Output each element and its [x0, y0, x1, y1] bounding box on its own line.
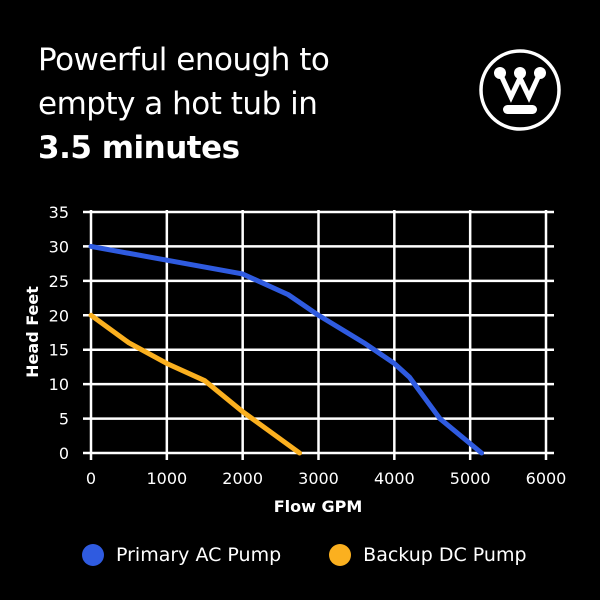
y-tick-label: 5	[59, 410, 69, 429]
y-tick-label: 0	[59, 444, 69, 463]
legend-swatch-backup	[329, 544, 352, 566]
y-tick-label: 10	[49, 375, 69, 394]
x-tick-label: 6000	[526, 469, 567, 488]
x-tick-label: 5000	[450, 469, 491, 488]
legend-item-backup: Backup DC Pump	[329, 544, 527, 566]
series-line-primary-ac-pump	[88, 243, 485, 456]
x-tick-label: 1000	[146, 469, 187, 488]
y-tick-label: 20	[49, 306, 69, 325]
legend: Primary AC Pump Backup DC Pump	[82, 544, 527, 566]
y-tick-label: 15	[49, 341, 69, 360]
x-tick-label: 4000	[374, 469, 415, 488]
westinghouse-logo-icon	[479, 49, 561, 131]
legend-label-backup: Backup DC Pump	[363, 544, 527, 566]
y-tick-label: 35	[49, 203, 69, 222]
y-tick-label: 30	[49, 237, 69, 256]
legend-swatch-primary	[82, 544, 104, 566]
headline-line-3: 3.5 minutes	[38, 130, 240, 166]
headline-line-2: empty a hot tub in	[38, 86, 318, 122]
series-line-backup-dc-pump	[88, 312, 303, 456]
x-tick-label: 3000	[298, 469, 339, 488]
headline: Powerful enough to empty a hot tub in 3.…	[38, 38, 330, 170]
x-tick-label: 2000	[222, 469, 263, 488]
headline-line-1: Powerful enough to	[38, 42, 330, 78]
legend-item-primary: Primary AC Pump	[82, 544, 281, 566]
x-tick-label: 0	[86, 469, 96, 488]
x-axis-label: Flow GPM	[274, 497, 363, 516]
y-tick-label: 25	[49, 272, 69, 291]
y-axis-label: Head Feet	[23, 286, 42, 378]
legend-label-primary: Primary AC Pump	[116, 544, 282, 566]
